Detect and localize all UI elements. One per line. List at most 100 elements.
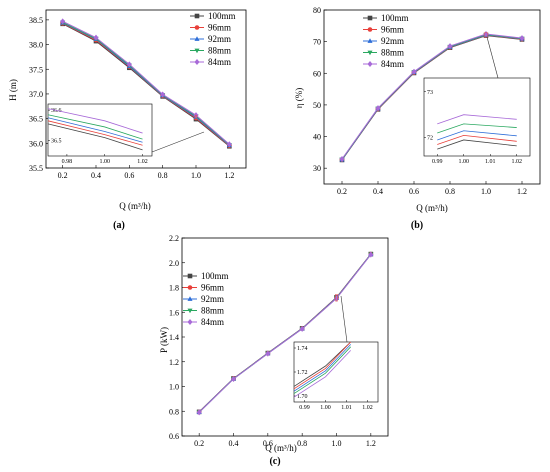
legend-label: 84mm	[201, 317, 224, 327]
x-tick-label: 1.2	[517, 187, 527, 196]
inset-plot: 0.99 1.00 1.01 1.02 72 73	[423, 77, 531, 165]
legend-marker	[367, 15, 373, 21]
data-point	[60, 18, 66, 25]
y-tick-label: 36.0	[29, 139, 43, 148]
inset-plot: 0.98 1.00 1.02 36.5 36.6	[47, 103, 153, 165]
inset-series-line-92mm	[47, 117, 143, 143]
series-84mm	[196, 251, 374, 416]
panel-label: (a)	[113, 220, 125, 231]
x-axis-title: Q (m³/h)	[416, 203, 447, 213]
legend-label: 96mm	[201, 283, 224, 293]
data-point	[519, 35, 525, 42]
x-tick-label: 0.4	[373, 187, 383, 196]
x-tick-label: 1.0	[191, 171, 201, 180]
y-tick-label: 2.0	[169, 259, 179, 268]
x-tick-label: 1.2	[224, 171, 234, 180]
inset-x-tick-label: 0.98	[62, 159, 73, 165]
inset-x-tick-label: 0.99	[432, 159, 443, 165]
legend-marker	[367, 38, 373, 43]
legend-label: 84mm	[381, 59, 404, 69]
legend-label: 96mm	[208, 23, 231, 33]
inset-y-tick-label: 36.6	[51, 108, 62, 114]
data-point	[160, 91, 166, 98]
legend-marker	[194, 25, 200, 30]
data-point	[447, 43, 453, 50]
x-tick-label: 1.2	[366, 439, 376, 448]
inset-x-tick-label: 0.99	[299, 405, 310, 411]
plot-frame	[45, 9, 247, 169]
legend-marker	[194, 36, 200, 41]
x-tick-label: 0.8	[445, 187, 455, 196]
x-axis-title: Q (m³/h)	[119, 201, 150, 211]
y-tick-label: 37.0	[29, 90, 43, 99]
data-point	[333, 295, 340, 302]
data-point	[339, 156, 345, 162]
inset-frame	[293, 341, 379, 403]
inset-y-tick-label: 36.5	[51, 139, 62, 145]
legend-label: 100mm	[381, 13, 409, 23]
y-tick-label: 1.2	[169, 358, 179, 367]
inset-series-line-96mm	[47, 120, 143, 146]
chart-panel-3: 0.2 0.4 0.6 0.8 1.0 1.2 0.6 0.8 1.0 1.2 1.4 1.6 1.8 2…	[159, 234, 389, 467]
inset-x-tick-label: 1.00	[99, 159, 110, 165]
legend-label: 88mm	[201, 306, 224, 316]
legend-label: 92mm	[208, 34, 231, 44]
legend-marker	[367, 61, 373, 67]
x-tick-label: 0.6	[409, 187, 419, 196]
legend-marker	[367, 50, 373, 56]
legend-marker	[194, 59, 200, 65]
y-axis-title: P (kW)	[159, 327, 169, 353]
inset-series-line-88mm	[437, 123, 517, 134]
legend-label: 92mm	[201, 294, 224, 304]
inset-x-tick-label: 1.00	[320, 405, 331, 411]
legend-label: 84mm	[208, 57, 231, 67]
legend-marker	[194, 48, 200, 54]
inset-series-line-92mm	[293, 344, 351, 392]
series-84mm	[60, 18, 232, 148]
y-tick-label: 60	[313, 69, 321, 78]
y-axis-title: H (m)	[8, 79, 18, 101]
x-tick-label: 1.0	[332, 439, 342, 448]
y-axis-title: η (%)	[294, 88, 304, 108]
data-point	[368, 251, 374, 258]
legend-marker	[187, 319, 193, 325]
legend-marker	[367, 27, 373, 32]
data-point	[196, 409, 202, 416]
legend-label: 88mm	[381, 48, 404, 58]
chart-panel-1: 0.2 0.4 0.6 0.8 1.0 1.2 35.5 36.0 36.5 37.0 37.5 38…	[8, 9, 247, 231]
zoom-leader-line	[151, 131, 205, 153]
x-tick-label: 0.6	[124, 171, 134, 180]
series-line	[62, 20, 230, 145]
panel-label: (b)	[411, 220, 423, 231]
y-tick-label: 36.5	[29, 115, 43, 124]
y-tick-label: 40	[313, 133, 321, 142]
legend-label: 88mm	[208, 46, 231, 56]
x-tick-label: 0.2	[337, 187, 347, 196]
inset-y-tick-label: 72	[427, 136, 433, 142]
inset-series-line-84mm	[47, 108, 143, 134]
panel-label: (c)	[269, 456, 280, 467]
inset-x-tick-label: 1.01	[341, 405, 352, 411]
series-line	[62, 21, 230, 146]
x-tick-label: 0.8	[297, 439, 307, 448]
y-tick-label: 1.0	[169, 383, 179, 392]
inset-y-tick-label: 1.70	[297, 394, 308, 400]
x-tick-label: 0.6	[263, 439, 273, 448]
inset-series-line-100mm	[293, 341, 351, 387]
zoom-leader-line	[340, 295, 348, 343]
inset-y-tick-label: 1.74	[297, 346, 308, 352]
legend-label: 100mm	[201, 271, 229, 281]
x-tick-label: 0.8	[158, 171, 168, 180]
x-axis-title: Q (m³/h)	[265, 443, 296, 453]
zoom-region	[194, 114, 198, 120]
data-point	[93, 34, 99, 41]
series-line	[198, 254, 372, 413]
inset-series-line-100mm	[47, 123, 143, 151]
plot-frame	[181, 237, 389, 437]
x-tick-label: 0.4	[91, 171, 101, 180]
legend-label: 100mm	[208, 11, 236, 21]
inset-frame	[423, 77, 531, 157]
legend-marker	[194, 13, 200, 19]
